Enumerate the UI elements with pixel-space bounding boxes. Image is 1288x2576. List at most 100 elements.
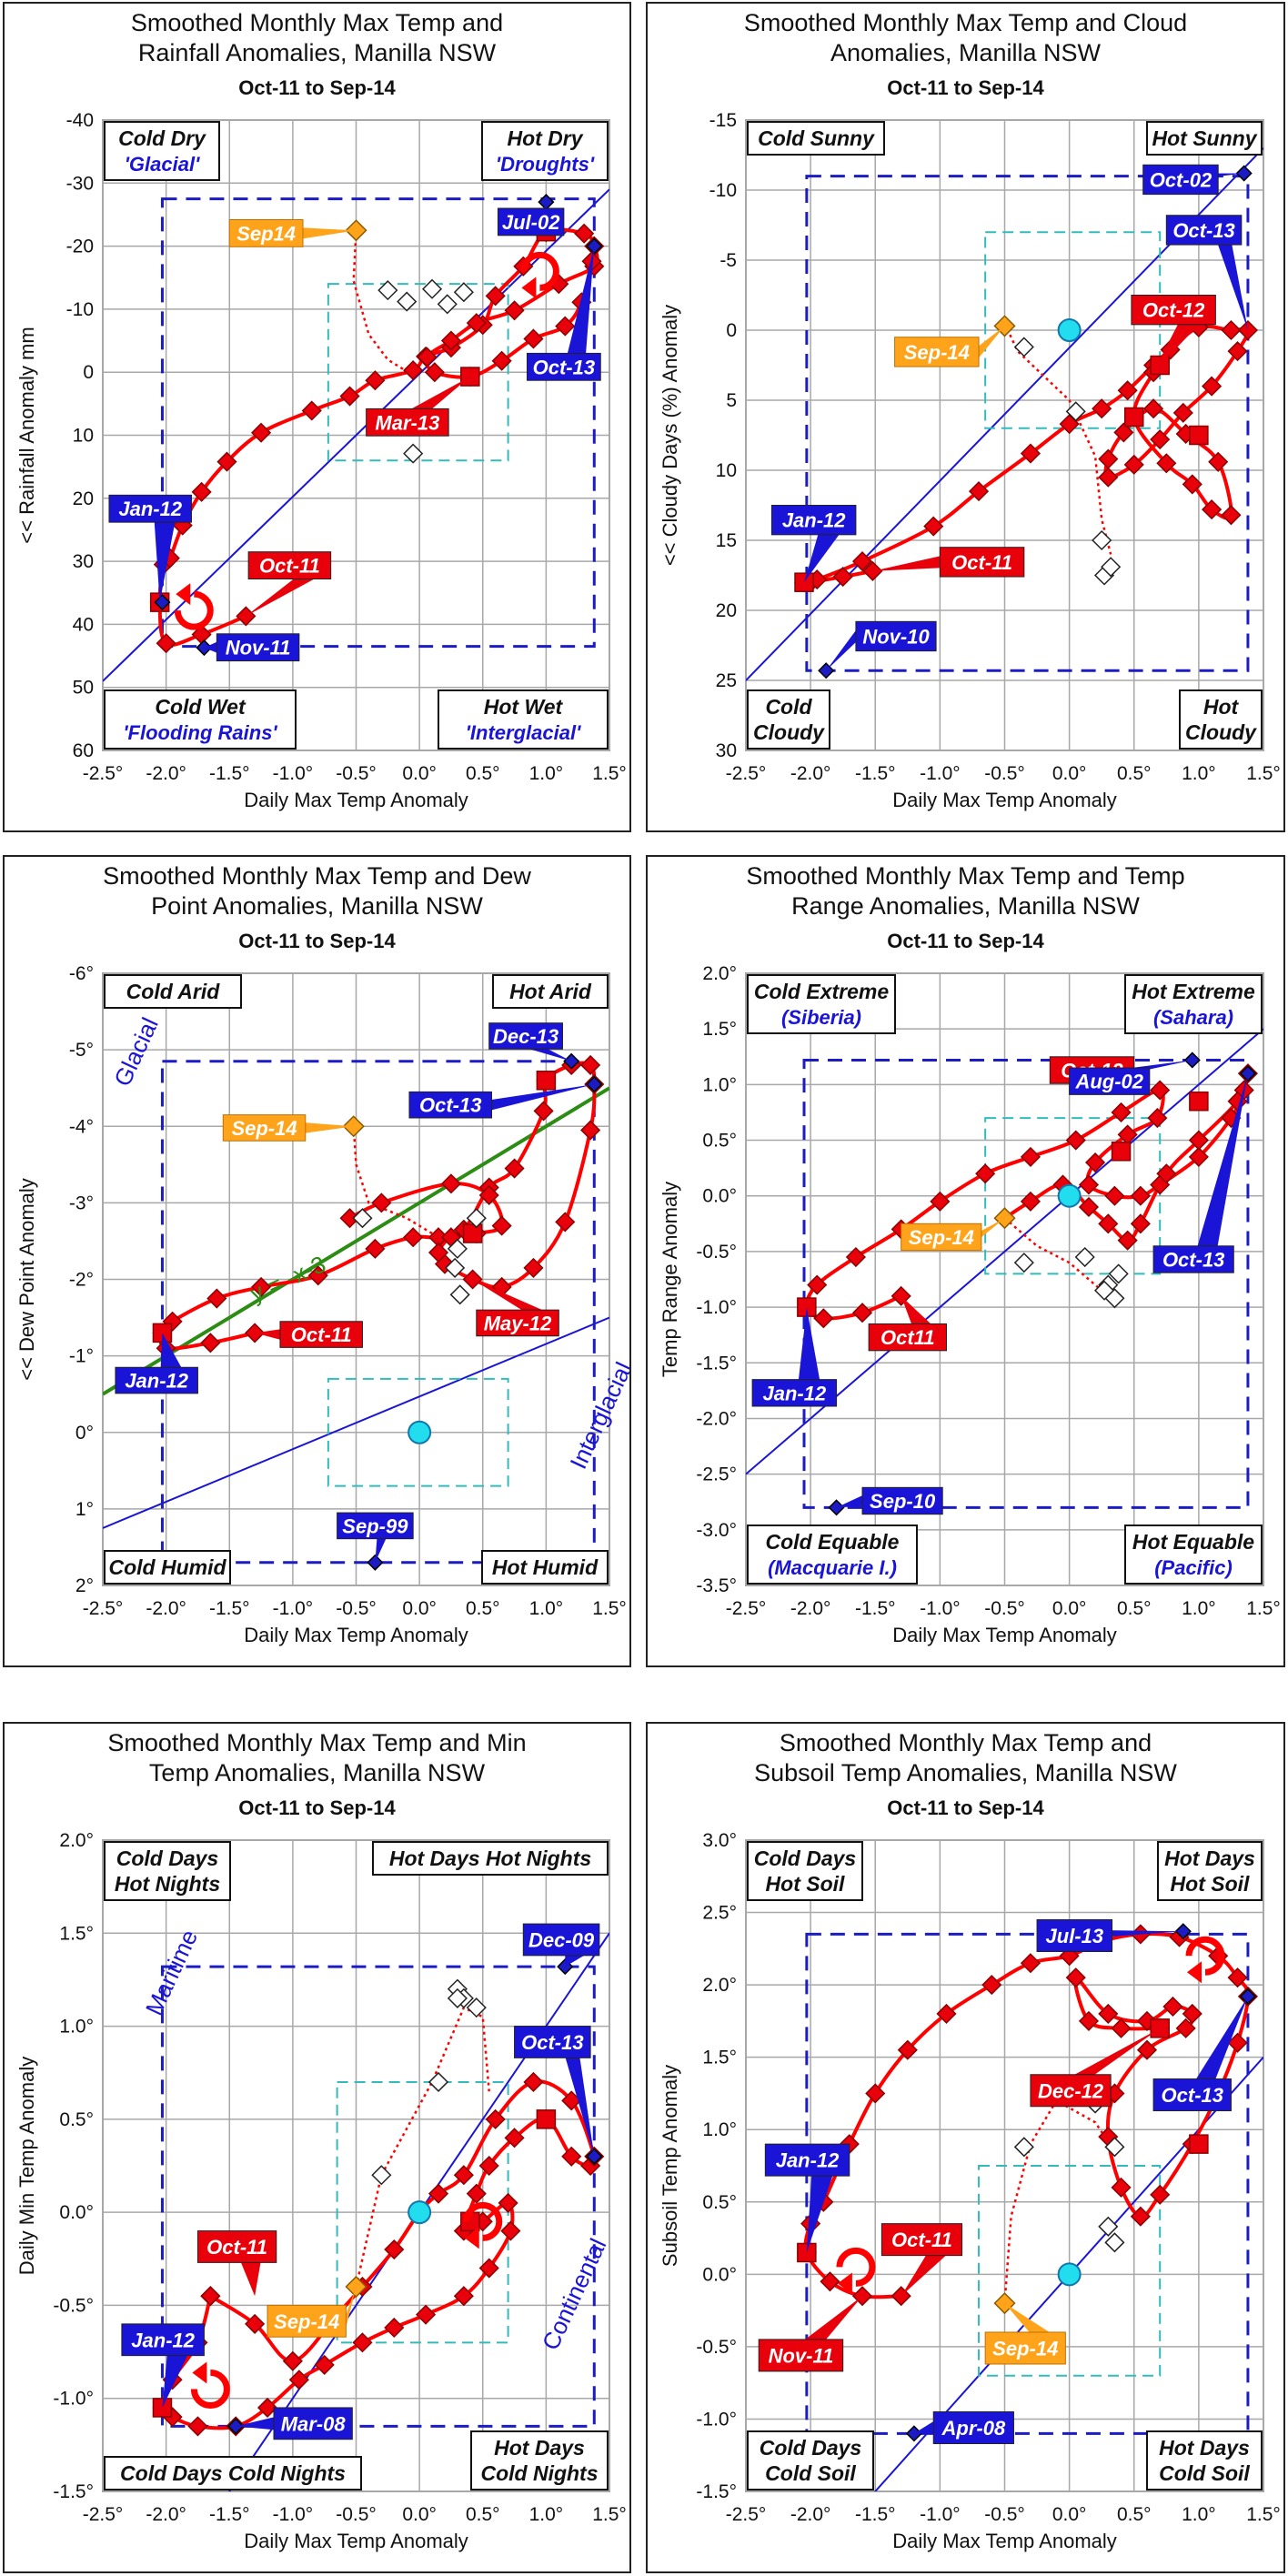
- x-tick-label: 1.5°: [1246, 1598, 1281, 1619]
- std-dev-box: [984, 1117, 1162, 1275]
- record-point: [586, 2148, 603, 2165]
- callout-pointer: [305, 1122, 354, 1133]
- quadrant-label: Cold: [765, 695, 812, 719]
- data-point: [862, 560, 883, 581]
- callout-label: Sep-14: [274, 2310, 339, 2333]
- data-point: [1202, 499, 1223, 520]
- callout-pointer: [204, 641, 217, 653]
- callout-box: [222, 1114, 307, 1142]
- data-point: [403, 360, 424, 381]
- y-tick-label: 0.0°: [59, 2202, 94, 2223]
- x-tick-label: -0.5°: [336, 2504, 377, 2525]
- x-tick-label: 1.5°: [592, 2504, 627, 2525]
- data-point: [478, 1184, 499, 1206]
- x-tick-label: 0.5°: [1117, 1598, 1152, 1619]
- quadrant-label: Hot Humid: [492, 1555, 599, 1579]
- extreme-range-box: [802, 1058, 1250, 1509]
- callout-pointer: [303, 227, 357, 239]
- quadrant-label: Hot: [1203, 695, 1240, 719]
- direction-arrow: [174, 590, 214, 630]
- y-tick-label: 5: [726, 390, 737, 411]
- x-tick-label: -2.0°: [790, 2504, 831, 2525]
- y-tick-label: -1.0°: [696, 1297, 737, 1318]
- data-point: [523, 2071, 544, 2093]
- callout-pointer: [872, 556, 941, 571]
- data-point: [580, 1120, 601, 1141]
- data-point: [1065, 1967, 1086, 1988]
- callout-label: Apr-08: [941, 2417, 1006, 2440]
- quadrant-label: Hot Sunny: [1152, 126, 1258, 150]
- quadrant-label-box: [104, 121, 220, 181]
- x-tick-label: 1.0°: [529, 763, 564, 784]
- x-tick-label: -2.0°: [146, 2504, 186, 2525]
- data-point: [832, 566, 853, 588]
- quadrant-label: Hot Nights: [115, 1872, 220, 1896]
- season-square: [1189, 2134, 1209, 2154]
- direction-arrowhead: [521, 277, 537, 299]
- y-tick-label: 10: [716, 460, 737, 481]
- origin-point: [1057, 2262, 1082, 2287]
- x-axis-label: Daily Max Temp Anomaly: [244, 2530, 468, 2552]
- x-tick-label: -2.5°: [83, 1598, 124, 1619]
- chart-subsoil: Smoothed Monthly Max Temp and Subsoil Tem…: [659, 1729, 1281, 2552]
- data-point: [1020, 443, 1041, 464]
- x-tick-label: -0.5°: [336, 1598, 377, 1619]
- callout-box: [196, 2230, 277, 2263]
- data-point: [1172, 402, 1193, 423]
- callout-box: [1069, 1067, 1151, 1095]
- data-point: [156, 633, 176, 654]
- chart-rainfall: Smoothed Monthly Max Temp and Rainfall An…: [15, 9, 627, 811]
- direction-arrowhead: [1186, 1961, 1202, 1984]
- y-axis-label: << Cloudy Days (%) Anomaly: [659, 305, 681, 566]
- data-point: [1162, 1996, 1183, 2018]
- quadrant-label: Hot Days Hot Nights: [389, 1846, 591, 1870]
- data-point: [424, 362, 445, 383]
- data-point: [1111, 2177, 1132, 2198]
- chart-min-temp: Smoothed Monthly Max Temp and Min Temp An…: [15, 1729, 627, 2552]
- x-tick-label: -0.5°: [984, 1598, 1025, 1619]
- data-point: [417, 347, 438, 367]
- quadrant-label: Cold Dry: [118, 126, 206, 150]
- callout-label: May-12: [484, 1312, 552, 1334]
- extreme-range-box: [160, 1965, 596, 2428]
- callout-pointer: [913, 2420, 934, 2434]
- diagonal-line: [103, 1316, 609, 1529]
- y-tick-label: -2.0°: [696, 1408, 737, 1429]
- data-point: [555, 316, 576, 337]
- y-tick-label: -3.0°: [696, 1520, 737, 1541]
- quadrant-label-box: [747, 2430, 874, 2490]
- data-point: [301, 400, 322, 421]
- x-tick-label: 0.5°: [466, 763, 500, 784]
- data-point: [453, 2286, 474, 2307]
- chart-title: Smoothed Monthly Max Temp and Temp: [746, 862, 1184, 890]
- quadrant-label-box: [104, 1841, 231, 1901]
- chart-title: Smoothed Monthly Max Temp and Min: [107, 1729, 526, 1756]
- data-point: [813, 1308, 834, 1329]
- record-point: [227, 2418, 245, 2435]
- x-tick-label: -2.0°: [146, 1598, 186, 1619]
- data-point: [1130, 1185, 1151, 1206]
- data-point: [533, 1101, 554, 1122]
- data-point: [1227, 2032, 1248, 2053]
- quadrant-label-box: [470, 2430, 609, 2490]
- quadrant-label-box: [1124, 1524, 1263, 1585]
- y-tick-label: 1.0°: [702, 2119, 737, 2140]
- x-tick-label: -0.5°: [336, 763, 377, 784]
- data-point: [1221, 505, 1242, 526]
- y-axis-label: << Rainfall Anomaly mm: [15, 327, 38, 543]
- callout-box: [939, 547, 1025, 578]
- callout-box: [868, 1323, 947, 1352]
- quadrant-label-box: [104, 689, 297, 750]
- data-point: [365, 1238, 386, 1259]
- season-square: [1124, 407, 1144, 428]
- data-point: [1237, 319, 1258, 341]
- x-tick-label: -1.5°: [209, 763, 250, 784]
- chart-temp-range: Smoothed Monthly Max Temp and TempRange …: [659, 862, 1281, 1646]
- x-tick-label: 0.5°: [1117, 763, 1152, 784]
- callout-label: Sep-10: [870, 1490, 936, 1513]
- std-dev-box: [327, 1377, 509, 1487]
- data-point: [845, 1246, 866, 1268]
- callout-label: Jan-12: [762, 1382, 826, 1404]
- y-tick-label: 60: [73, 740, 94, 761]
